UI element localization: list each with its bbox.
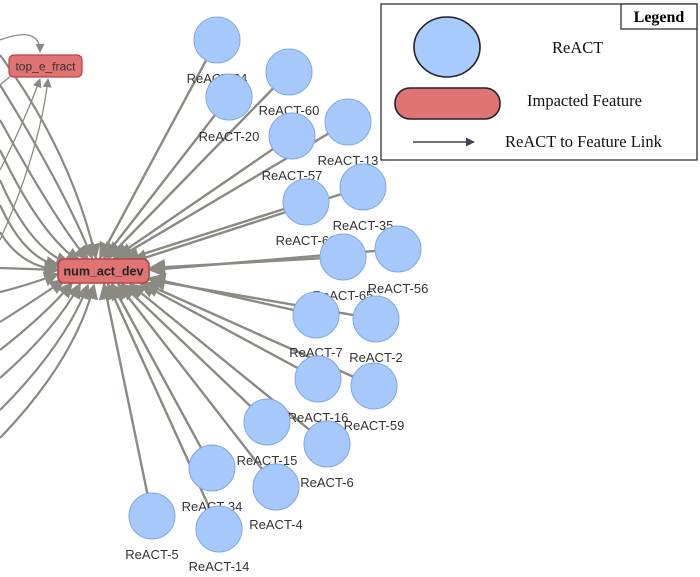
- react-node-react-5[interactable]: [128, 492, 176, 540]
- react-circle-react-20[interactable]: [205, 73, 253, 121]
- react-node-react-6[interactable]: [303, 420, 351, 468]
- react-label-react-16: ReACT-16: [288, 410, 349, 425]
- edge-react-60-to-num-act-dev: [106, 87, 274, 260]
- react-node-react-7[interactable]: [292, 291, 340, 339]
- offscreen-edge: [0, 78, 52, 241]
- edge-react-7-to-num-act-dev: [148, 273, 294, 312]
- react-circle-react-57[interactable]: [268, 112, 316, 160]
- react-circle-react-4[interactable]: [252, 463, 300, 511]
- offscreen-edge: [0, 84, 95, 260]
- offscreen-edge: [0, 283, 91, 411]
- offscreen-edge: [0, 54, 101, 260]
- legend-title: Legend: [634, 9, 685, 26]
- offscreen-edge: [0, 261, 60, 278]
- react-circle-react-60[interactable]: [265, 48, 313, 96]
- react-label-react-59: ReACT-59: [344, 418, 405, 433]
- offscreen-edge: [0, 283, 99, 439]
- edge-react-62-to-num-act-dev: [122, 207, 285, 264]
- edge-react-5-to-num-act-dev: [98, 282, 149, 494]
- react-circle-react-59[interactable]: [350, 362, 398, 410]
- react-label-react-4: ReACT-4: [249, 517, 302, 532]
- edge-react-34-to-num-act-dev: [110, 282, 203, 449]
- feature-node-num-act-dev[interactable]: num_act_dev: [57, 258, 150, 284]
- react-circle-react-6[interactable]: [303, 420, 351, 468]
- edge-react-57-to-num-act-dev: [112, 148, 274, 259]
- react-circle-react-13[interactable]: [324, 98, 372, 146]
- offscreen-edge: [0, 282, 81, 379]
- react-node-react-13[interactable]: [324, 98, 372, 146]
- react-label-react-6: ReACT-6: [300, 475, 353, 490]
- react-circle-react-5[interactable]: [128, 492, 176, 540]
- react-label-react-2: ReACT-2: [349, 350, 402, 365]
- legend: Legend ReACT Impacted Feature ReACT to F…: [380, 3, 698, 161]
- legend-link-label: ReACT to Feature Link: [505, 132, 663, 151]
- edge-react-16-to-num-act-dev: [138, 281, 299, 370]
- react-label-react-35: ReACT-35: [333, 218, 394, 233]
- legend-feature-label: Impacted Feature: [527, 91, 642, 110]
- react-label-react-20: ReACT-20: [199, 129, 260, 144]
- edge-react-15-to-num-act-dev: [120, 282, 252, 408]
- legend-feature-shape: [394, 87, 501, 120]
- legend-react-label: ReACT: [552, 38, 603, 57]
- react-node-react-4[interactable]: [252, 463, 300, 511]
- react-label-react-62: ReACT-62: [276, 233, 337, 248]
- react-label-react-5: ReACT-5: [125, 547, 178, 562]
- react-node-react-14[interactable]: [195, 505, 243, 553]
- react-node-react-20[interactable]: [205, 73, 253, 121]
- react-circle-react-35[interactable]: [339, 163, 387, 211]
- react-circle-react-62[interactable]: [282, 178, 330, 226]
- offscreen-edge: [0, 271, 60, 294]
- react-circle-react-65[interactable]: [319, 233, 367, 281]
- react-circle-react-2[interactable]: [352, 295, 400, 343]
- legend-react-circle: [413, 16, 481, 78]
- react-nodes: ReACT-24ReACT-60ReACT-20ReACT-13ReACT-57…: [125, 16, 429, 574]
- react-node-react-15[interactable]: [243, 398, 291, 446]
- react-node-react-57[interactable]: [268, 112, 316, 160]
- react-label-react-14: ReACT-14: [189, 559, 250, 574]
- react-circle-react-15[interactable]: [243, 398, 291, 446]
- react-node-react-24[interactable]: [193, 16, 241, 64]
- feature-label-num-act-dev: num_act_dev: [64, 265, 144, 279]
- react-circle-react-16[interactable]: [294, 355, 342, 403]
- react-node-react-34[interactable]: [188, 444, 236, 492]
- react-node-react-2[interactable]: [352, 295, 400, 343]
- offscreen-edge: [0, 231, 60, 277]
- edge-react-65-to-num-act-dev: [148, 257, 321, 276]
- offscreen-edges: [0, 34, 101, 439]
- edge-react-24-to-num-act-dev: [98, 59, 208, 260]
- edge-react-20-to-num-act-dev: [102, 114, 216, 260]
- react-to-feature-edges: [98, 59, 376, 509]
- legend-title-box: [620, 3, 698, 30]
- react-circle-react-56[interactable]: [374, 225, 422, 273]
- react-node-react-59[interactable]: [350, 362, 398, 410]
- react-node-react-56[interactable]: [374, 225, 422, 273]
- feature-label-top-e-fract: top_e_fract: [15, 60, 76, 74]
- react-node-react-62[interactable]: [282, 178, 330, 226]
- react-label-react-7: ReACT-7: [289, 345, 342, 360]
- feature-node-top-e-fract[interactable]: top_e_fract: [8, 54, 83, 78]
- react-label-react-60: ReACT-60: [259, 103, 320, 118]
- react-circle-react-7[interactable]: [292, 291, 340, 339]
- react-node-react-65[interactable]: [319, 233, 367, 281]
- react-label-react-56: ReACT-56: [368, 281, 429, 296]
- offscreen-edge: [0, 34, 45, 53]
- react-circle-react-14[interactable]: [195, 505, 243, 553]
- react-node-react-16[interactable]: [294, 355, 342, 403]
- edge-react-4-to-num-act-dev: [116, 282, 263, 470]
- offscreen-edge: [0, 281, 73, 351]
- react-node-react-60[interactable]: [265, 48, 313, 96]
- react-node-react-35[interactable]: [339, 163, 387, 211]
- react-circle-react-24[interactable]: [193, 16, 241, 64]
- offscreen-edge: [0, 78, 42, 171]
- react-label-react-15: ReACT-15: [237, 453, 298, 468]
- react-circle-react-34[interactable]: [188, 444, 236, 492]
